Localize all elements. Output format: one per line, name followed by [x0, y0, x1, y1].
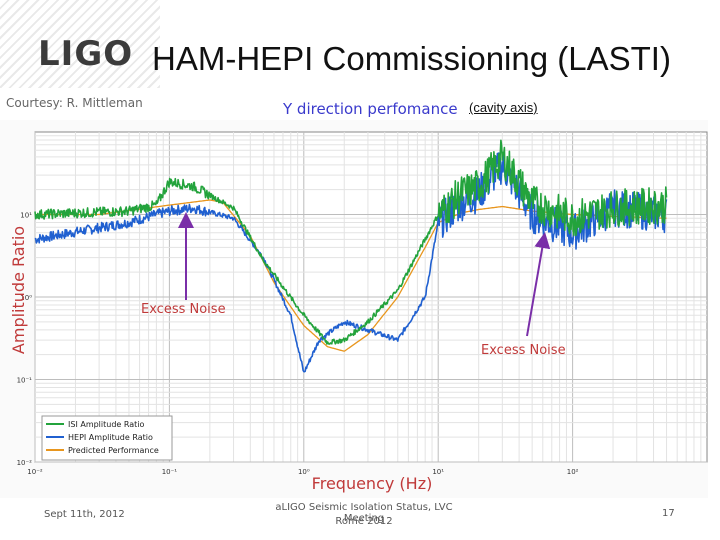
y-axis-label: Amplitude Ratio — [9, 226, 28, 354]
cavity-axis-note: (cavity axis) — [469, 100, 538, 115]
x-tick-label: 10⁻¹ — [162, 468, 178, 476]
series-line-isi-amplitude-ratio — [34, 139, 668, 345]
legend-entry: Predicted Performance — [68, 446, 159, 455]
x-tick-label: 10⁰ — [298, 468, 310, 476]
chart-subtitle: Y direction perfomance — [283, 100, 458, 118]
excess-noise-arrow — [526, 232, 551, 337]
y-tick-label: 10⁻¹ — [17, 377, 33, 385]
x-axis-label: Frequency (Hz) — [312, 474, 433, 493]
y-tick-label: 10⁻² — [17, 459, 33, 467]
footer-meeting-line1: aLIGO Seismic Isolation Status, LVC Meet… — [275, 502, 453, 524]
footer-meeting-line2: Rome 2012 — [335, 516, 393, 527]
header-stripe-decoration — [0, 0, 160, 88]
page-number: 17 — [662, 508, 675, 519]
excess-noise-label: Excess Noise — [481, 343, 566, 358]
legend-entry: HEPI Amplitude Ratio — [68, 433, 153, 442]
x-tick-label: 10⁻² — [27, 468, 43, 476]
ligo-logo: LIGO — [38, 34, 134, 74]
y-tick-label: 10¹ — [20, 212, 32, 220]
x-tick-label: 10¹ — [432, 468, 444, 476]
y-tick-label: 10⁰ — [20, 294, 32, 302]
slide-title: HAM-HEPI Commissioning (LASTI) — [152, 40, 671, 77]
courtesy-credit: Courtesy: R. Mittleman — [6, 96, 143, 110]
footer-date: Sept 11th, 2012 — [44, 509, 125, 520]
excess-noise-label: Excess Noise — [141, 302, 226, 317]
x-tick-label: 10² — [567, 468, 579, 476]
legend-entry: ISI Amplitude Ratio — [68, 420, 145, 429]
